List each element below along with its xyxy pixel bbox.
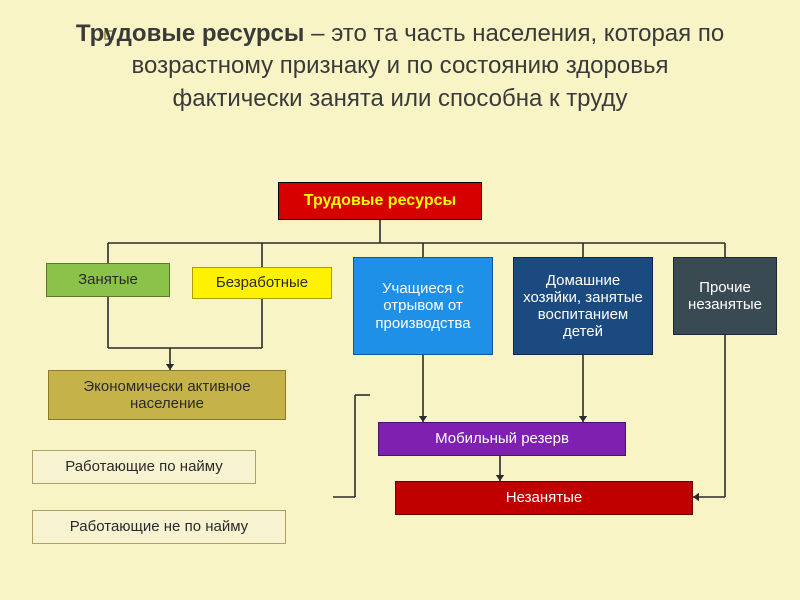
diagram-canvas: Трудовые ресурсы – это та часть населени… — [0, 0, 800, 600]
box-econ-active: Экономически активное население — [48, 370, 286, 420]
box-students: Учащиеся с отрывом от производства — [353, 257, 493, 355]
heading-bold: Трудовые ресурсы — [76, 20, 305, 47]
box-other: Прочие незанятые — [673, 257, 777, 335]
box-unemployed: Безработные — [192, 267, 332, 299]
box-housewives: Домашние хозяйки, занятые воспитанием де… — [513, 257, 653, 355]
box-mobile-reserve: Мобильный резерв — [378, 422, 626, 456]
box-not-employed: Незанятые — [395, 481, 693, 515]
heading: Трудовые ресурсы – это та часть населени… — [65, 18, 735, 115]
box-root: Трудовые ресурсы — [278, 182, 482, 220]
box-employed: Занятые — [46, 263, 170, 297]
box-hired: Работающие по найму — [32, 450, 256, 484]
box-not-hired: Работающие не по найму — [32, 510, 286, 544]
